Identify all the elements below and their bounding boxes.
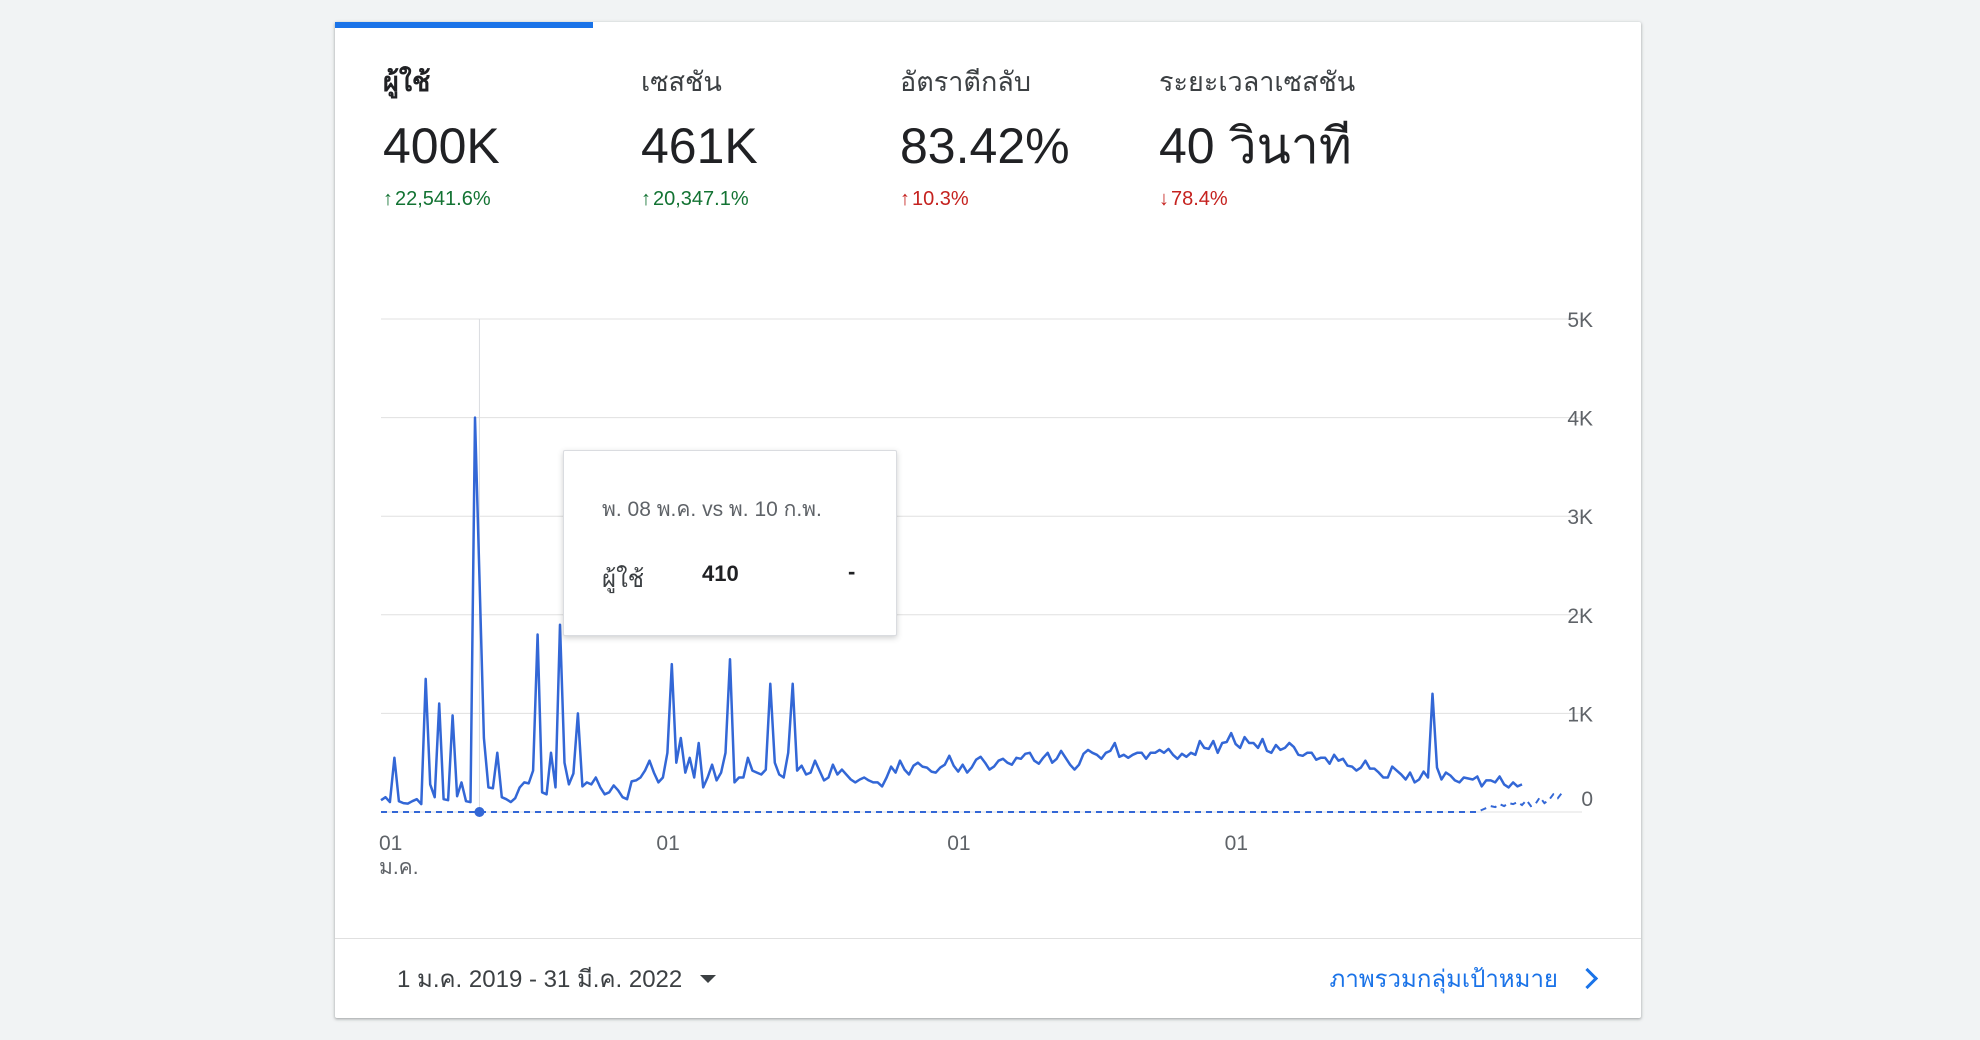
metric-change: 78.4%	[1171, 188, 1228, 210]
metric-tabs: ผู้ใช้ 400K ↑ 22,541.6% เซสชัน 461K ↑ 20,3…	[383, 62, 1383, 232]
metric-change: 22,541.6%	[395, 188, 491, 210]
x-tick-sublabel: ม.ค.	[379, 856, 419, 879]
caret-down-icon	[700, 974, 717, 983]
date-range-selector[interactable]: 1 ม.ค. 2019 - 31 มี.ค. 2022	[397, 960, 717, 1000]
arrow-up-icon: ↑	[900, 188, 910, 210]
tooltip-metric-label: ผู้ใช้	[602, 566, 645, 593]
y-tick-label: 5K	[1567, 309, 1593, 332]
metric-value: 400K	[383, 118, 500, 174]
active-tab-indicator	[335, 22, 593, 28]
audience-overview-link-label: ภาพรวมกลุ่มเป้าหมาย	[1329, 966, 1558, 993]
date-range-label: 1 ม.ค. 2019 - 31 มี.ค. 2022	[397, 966, 683, 993]
y-tick-label: 1K	[1567, 703, 1593, 726]
metric-value: 461K	[641, 118, 758, 174]
x-tick-label: 01	[947, 832, 970, 855]
y-tick-label: 3K	[1567, 506, 1593, 529]
footer-divider	[335, 938, 1641, 939]
metric-value: 40 วินาที	[1159, 118, 1352, 174]
chart-tooltip: พ. 08 พ.ค. vs พ. 10 ก.พ. ผู้ใช้ 410 -	[563, 450, 897, 636]
chevron-right-icon	[1576, 967, 1599, 990]
audience-overview-card: ผู้ใช้ 400K ↑ 22,541.6% เซสชัน 461K ↑ 20,3…	[335, 22, 1641, 1018]
arrow-down-icon: ↓	[1159, 188, 1169, 210]
metric-label: ผู้ใช้	[383, 67, 431, 97]
metric-label: เซสชัน	[641, 67, 722, 97]
metric-change: 20,347.1%	[653, 188, 749, 210]
y-tick-label: 0	[1581, 788, 1593, 811]
y-tick-label: 2K	[1567, 605, 1593, 628]
x-tick-label: 01	[656, 832, 679, 855]
tooltip-value: 410	[702, 561, 739, 586]
metric-tab-users[interactable]: ผู้ใช้ 400K ↑ 22,541.6%	[383, 62, 633, 232]
y-tick-label: 4K	[1567, 408, 1593, 431]
x-tick-label: 01	[1225, 832, 1248, 855]
x-tick-label: 01	[379, 832, 402, 855]
metric-label: อัตราตีกลับ	[900, 67, 1031, 97]
metric-label: ระยะเวลาเซสชัน	[1159, 67, 1356, 97]
arrow-up-icon: ↑	[383, 188, 393, 210]
metric-change: 10.3%	[912, 188, 969, 210]
arrow-up-icon: ↑	[641, 188, 651, 210]
series-line-users	[380, 416, 1523, 806]
metric-tab-sessions[interactable]: เซสชัน 461K ↑ 20,347.1%	[641, 62, 891, 232]
series-line-compare	[381, 791, 1564, 813]
metric-tab-bounce-rate[interactable]: อัตราตีกลับ 83.42% ↑ 10.3%	[900, 62, 1150, 232]
hover-point	[474, 807, 485, 817]
metric-value: 83.42%	[900, 118, 1070, 174]
audience-overview-link[interactable]: ภาพรวมกลุ่มเป้าหมาย	[1329, 960, 1599, 1000]
tooltip-compare-value: -	[848, 559, 856, 584]
metric-tab-session-duration[interactable]: ระยะเวลาเซสชัน 40 วินาที ↓ 78.4%	[1159, 62, 1409, 232]
users-line-chart: 0 1K 2K 3K 4K 5K 01 ม.ค. 01 01 01 พ. 08 พ.ค. vs พ.…	[335, 22, 1641, 922]
tooltip-title: พ. 08 พ.ค. vs พ. 10 ก.พ.	[602, 498, 822, 521]
